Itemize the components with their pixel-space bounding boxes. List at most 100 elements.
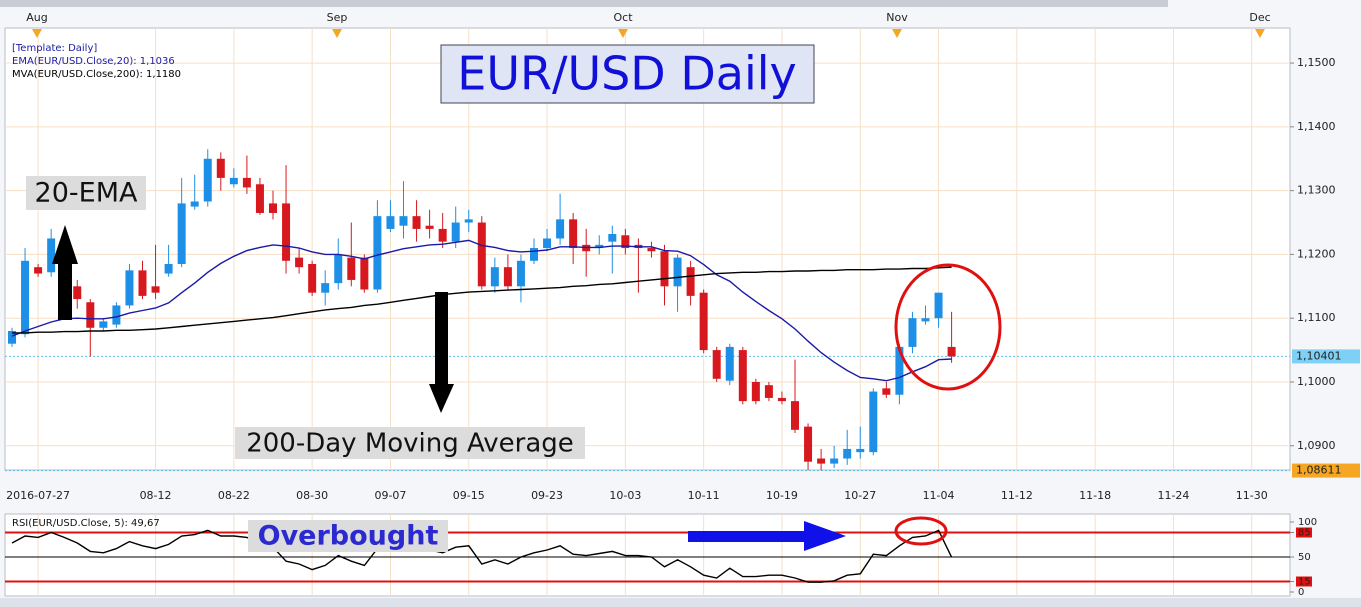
- candle-body: [151, 286, 160, 293]
- candle-body: [373, 216, 382, 290]
- candle-body: [177, 203, 186, 264]
- price-marker-label: 1,10401: [1296, 349, 1342, 362]
- candle-body: [764, 385, 773, 398]
- y-tick-label: 1,1300: [1297, 184, 1336, 197]
- month-label: Dec: [1249, 11, 1270, 24]
- candle-body: [438, 228, 447, 242]
- candle-body: [804, 426, 813, 462]
- price-marker-box: [1292, 349, 1360, 364]
- grid-layer: [5, 28, 1294, 596]
- rsi-title: RSI(EUR/USD.Close, 5): 49,67: [12, 518, 160, 529]
- month-marker: [892, 29, 902, 38]
- candle-body: [830, 458, 839, 464]
- candle-body: [777, 397, 786, 402]
- candle-body: [360, 257, 369, 290]
- annotation: Overbought: [258, 521, 439, 552]
- candle-body: [269, 203, 277, 213]
- candle-body: [660, 251, 669, 287]
- annotation: 200-Day Moving Average: [246, 429, 574, 459]
- template-label: [Template: Daily]: [12, 43, 97, 54]
- bottom-bar: [0, 598, 1361, 607]
- y-tick-label: 1,1200: [1297, 247, 1336, 260]
- x-tick-label: 11-12: [1001, 489, 1033, 502]
- legend: EMA(EUR/USD.Close,20): 1,1036 MVA(EUR/USD…: [12, 56, 181, 80]
- candle-body: [595, 244, 604, 249]
- candle-body: [934, 292, 943, 319]
- tick-label-box: [1296, 576, 1312, 587]
- x-tick-label: 10-19: [766, 489, 798, 502]
- month-label: Sep: [327, 11, 348, 24]
- month-marker: [618, 29, 628, 38]
- annotation-box: [235, 427, 585, 459]
- x-tick-label: 10-27: [844, 489, 876, 502]
- month-label: Nov: [886, 11, 908, 24]
- x-tick-label: 09-23: [531, 489, 563, 502]
- month-marker: [332, 29, 342, 38]
- candle-body: [673, 257, 682, 287]
- candle-body: [699, 292, 708, 351]
- candle-body: [190, 201, 199, 207]
- arrow-shaft: [435, 292, 448, 384]
- candle-body: [86, 302, 95, 328]
- y-tick-label: 1,0900: [1297, 439, 1336, 452]
- candle-body: [843, 448, 852, 459]
- arrow-head: [429, 384, 454, 413]
- candle-body: [543, 238, 552, 249]
- arrow-head: [804, 521, 846, 551]
- candle-body: [399, 216, 408, 226]
- top-scroll-bar: [0, 0, 1168, 7]
- candle-body: [817, 458, 826, 464]
- candle-body: [725, 346, 734, 381]
- arrow-shaft: [58, 262, 72, 320]
- candle-body: [295, 257, 304, 268]
- candle-body: [425, 225, 434, 229]
- candle-body: [164, 263, 173, 274]
- x-tick-label: 2016-07-27: [6, 489, 70, 502]
- x-tick-label: 10-11: [688, 489, 720, 502]
- candle-body: [856, 448, 865, 453]
- candle-body: [569, 219, 578, 249]
- tick-label-box: [1296, 527, 1312, 538]
- annotation: 20-EMA: [35, 178, 138, 209]
- line-series: [12, 266, 952, 334]
- candle-body: [751, 381, 760, 402]
- candle-body: [869, 391, 878, 453]
- x-tick-label: 09-07: [374, 489, 406, 502]
- candle-body: [216, 158, 225, 178]
- y-tick-label: 85: [1298, 528, 1311, 539]
- candle-body: [203, 158, 212, 202]
- candle-body: [647, 248, 656, 252]
- x-tick-label: 11-18: [1079, 489, 1111, 502]
- candle-body: [308, 263, 317, 293]
- candle-body: [503, 267, 512, 287]
- marks-layer: [8, 149, 956, 583]
- price-marker-box: [1292, 463, 1360, 478]
- y-tick-label: 1,1500: [1297, 56, 1336, 69]
- candle-body: [738, 350, 747, 402]
- price-marker-label: 1,08611: [1296, 464, 1342, 477]
- candle-body: [908, 318, 917, 347]
- candle-body: [229, 177, 238, 185]
- title-box: [440, 44, 815, 104]
- arrows: [52, 225, 1002, 551]
- candle-body: [255, 184, 264, 213]
- candle-body: [712, 350, 721, 379]
- chart-title: EUR/USD Daily: [457, 47, 797, 101]
- candle-body: [412, 216, 421, 229]
- candle-body: [321, 283, 330, 293]
- candle-body: [21, 260, 30, 335]
- candle-body: [464, 219, 473, 223]
- candle-body: [895, 346, 904, 395]
- candle-body: [282, 203, 291, 261]
- x-tick-label: 11-30: [1236, 489, 1268, 502]
- y-tick-label: 0: [1298, 587, 1304, 598]
- candle-body: [334, 254, 343, 284]
- y-tick-label: 1,1000: [1297, 375, 1336, 388]
- candle-body: [921, 318, 930, 322]
- highlight-circle: [894, 516, 948, 546]
- highlight-circle: [894, 263, 1002, 391]
- candle-body: [490, 267, 499, 287]
- rsi-panel: [4, 513, 1291, 597]
- candle-body: [242, 177, 251, 188]
